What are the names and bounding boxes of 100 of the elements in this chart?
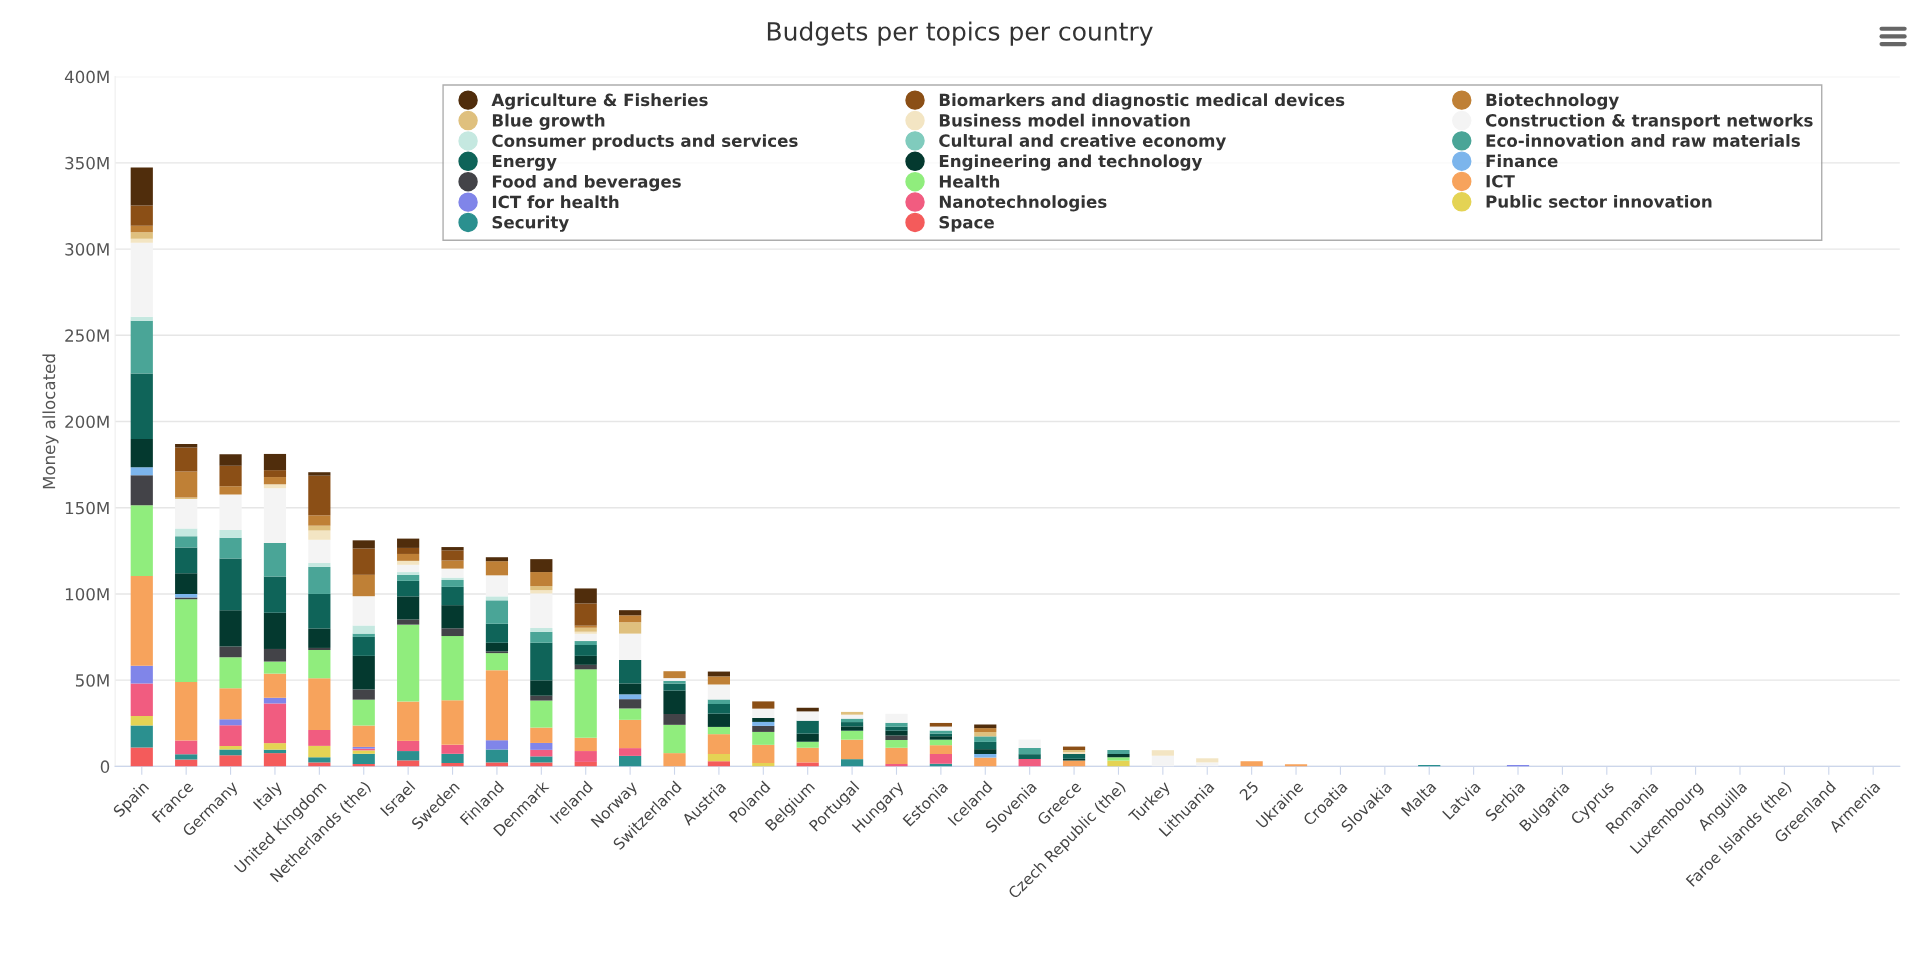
bar xyxy=(263,576,287,613)
bar xyxy=(530,627,553,632)
y-tick-label: 0 xyxy=(100,760,110,773)
bar xyxy=(352,548,375,575)
bar xyxy=(219,537,242,559)
y-tick-label: 350M xyxy=(65,156,109,170)
bar xyxy=(796,720,819,734)
bar xyxy=(441,547,464,551)
y-tick-label: 400M xyxy=(64,70,109,84)
bar xyxy=(707,761,731,767)
legend-label: ICT for health xyxy=(492,195,619,209)
bar xyxy=(397,580,420,597)
bar xyxy=(707,684,731,700)
bar xyxy=(752,717,775,722)
bar xyxy=(1107,753,1130,758)
bar xyxy=(219,529,242,538)
y-tick-label: 250M xyxy=(65,329,109,342)
bar xyxy=(752,721,775,726)
bar xyxy=(130,225,153,233)
bar xyxy=(352,725,375,747)
bar xyxy=(974,736,997,742)
bar xyxy=(574,737,597,752)
bar xyxy=(663,713,686,725)
bar xyxy=(397,572,420,575)
bar xyxy=(530,642,553,681)
bar xyxy=(441,560,464,569)
bar xyxy=(175,547,198,574)
bar xyxy=(885,722,908,727)
bar xyxy=(397,574,420,581)
bar xyxy=(530,727,553,743)
bar xyxy=(175,573,198,594)
legend-label: Blue growth xyxy=(492,113,605,130)
bar xyxy=(885,747,908,764)
legend-label: Public sector innovation xyxy=(1486,194,1712,208)
legend-label: Security xyxy=(492,215,569,232)
bar xyxy=(1151,750,1174,756)
bar xyxy=(707,734,731,754)
bar xyxy=(485,575,509,597)
legend-label: Eco-innovation and raw materials xyxy=(1486,134,1800,147)
bar xyxy=(130,232,153,239)
bar xyxy=(619,719,642,749)
bar xyxy=(397,596,420,620)
bar xyxy=(352,633,375,637)
bar xyxy=(840,730,864,740)
bar xyxy=(707,726,731,735)
bar xyxy=(840,722,864,727)
legend-label: Biotechnology xyxy=(1486,93,1619,110)
y-tick-label: 200M xyxy=(65,415,109,429)
bar xyxy=(352,655,375,690)
bar xyxy=(974,741,997,750)
bar xyxy=(130,320,153,374)
bar xyxy=(397,553,420,561)
bar xyxy=(308,515,331,526)
bar xyxy=(130,475,153,506)
bar xyxy=(752,763,775,767)
bar xyxy=(130,242,153,317)
bar xyxy=(574,633,597,642)
bar xyxy=(352,636,375,656)
bar xyxy=(175,471,198,498)
bar xyxy=(530,559,553,573)
bar xyxy=(130,665,153,684)
bar xyxy=(974,728,997,733)
bar xyxy=(219,688,242,720)
bar xyxy=(974,757,997,767)
bar xyxy=(752,708,775,718)
bar xyxy=(1107,750,1130,754)
bar xyxy=(574,641,597,645)
bar xyxy=(441,700,464,745)
bar xyxy=(397,751,420,761)
bar xyxy=(530,590,553,594)
bar xyxy=(885,730,908,736)
bar xyxy=(619,699,642,709)
bar xyxy=(1240,761,1263,767)
bar xyxy=(352,699,375,726)
bar xyxy=(619,610,642,616)
bar xyxy=(130,205,153,226)
bar xyxy=(308,650,331,679)
bar xyxy=(175,599,198,682)
bar xyxy=(840,714,864,719)
bar xyxy=(885,713,908,723)
bar xyxy=(840,711,864,715)
bar xyxy=(485,740,509,750)
bar xyxy=(574,588,597,604)
legend-label: Nanotechnologies xyxy=(939,195,1107,212)
bar xyxy=(619,622,642,634)
bar xyxy=(263,703,287,744)
bar xyxy=(263,612,287,649)
bar xyxy=(574,751,597,762)
bar xyxy=(530,756,553,763)
bar xyxy=(397,701,420,741)
bar xyxy=(308,562,331,567)
bar xyxy=(485,642,509,652)
bar xyxy=(352,753,375,764)
bar xyxy=(885,735,908,741)
bar xyxy=(130,316,153,321)
bar xyxy=(397,538,420,548)
legend-label: Business model innovation xyxy=(939,113,1190,127)
bar xyxy=(530,586,553,591)
bar xyxy=(1196,762,1219,767)
bar xyxy=(974,732,997,737)
